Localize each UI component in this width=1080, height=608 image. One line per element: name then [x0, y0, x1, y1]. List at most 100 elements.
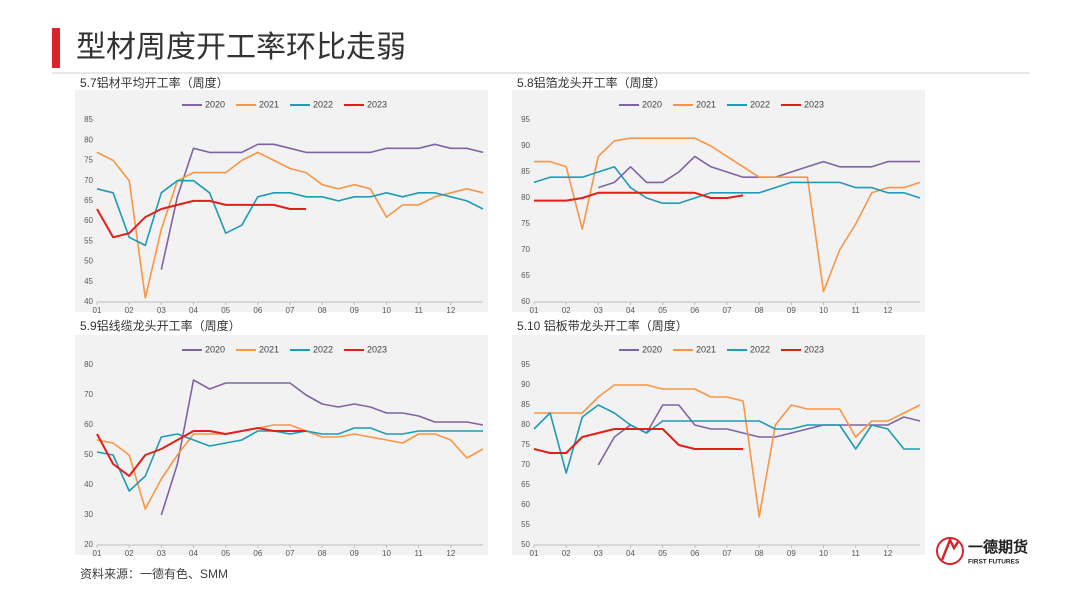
x-tick-label: 03: [157, 549, 166, 558]
y-tick-label: 95: [521, 360, 530, 369]
y-tick-label: 90: [521, 380, 530, 389]
series-line: [534, 191, 744, 202]
chart-panel: 5.9铝线缆龙头开工率（周度） 20 30 40 50 60 70 80 01 02 03 04 05 0…: [75, 318, 488, 558]
x-tick-label: 12: [446, 306, 455, 315]
y-tick-label: 95: [521, 115, 530, 124]
x-tick-label: 01: [93, 549, 102, 558]
panel-background: [75, 335, 488, 555]
x-tick-label: 04: [626, 306, 635, 315]
chart-title: 5.9铝线缆龙头开工率（周度）: [80, 318, 241, 333]
legend-label: 2020: [205, 99, 225, 109]
y-tick-label: 85: [521, 167, 530, 176]
x-tick-label: 11: [852, 549, 861, 558]
legend-label: 2023: [804, 99, 824, 109]
x-tick-label: 08: [318, 549, 327, 558]
y-tick-label: 85: [521, 400, 530, 409]
y-tick-label: 20: [84, 540, 93, 549]
series-line: [96, 424, 484, 510]
legend-label: 2021: [696, 99, 716, 109]
x-tick-label: 02: [125, 306, 134, 315]
chart-title: 5.7铝材平均开工率（周度）: [80, 75, 229, 90]
y-tick-label: 65: [84, 196, 93, 205]
panel-background: [512, 90, 925, 312]
legend-label: 2023: [804, 344, 824, 354]
x-tick-label: 10: [819, 549, 828, 558]
x-tick-label: 07: [286, 306, 295, 315]
x-tick-label: 08: [318, 306, 327, 315]
x-tick-label: 01: [530, 549, 539, 558]
chart-panel: 5.7铝材平均开工率（周度） 40 45 50 55 60 65 70 75 80 85 01 02 03…: [75, 75, 488, 315]
x-tick-label: 05: [221, 549, 230, 558]
panel-background: [512, 335, 925, 555]
x-tick-label: 11: [415, 549, 424, 558]
panel-background: [75, 90, 488, 312]
y-tick-label: 60: [521, 297, 530, 306]
title-accent: [52, 28, 60, 68]
series-line: [597, 404, 921, 466]
series-line: [96, 427, 307, 477]
y-tick-label: 50: [84, 257, 93, 266]
logo-tagline: FIRST FUTURES: [968, 559, 1020, 566]
y-tick-label: 45: [84, 277, 93, 286]
x-tick-label: 03: [594, 306, 603, 315]
y-tick-label: 75: [84, 156, 93, 165]
y-tick-label: 40: [84, 297, 93, 306]
series-line: [533, 404, 920, 474]
x-tick-label: 12: [883, 549, 892, 558]
y-tick-label: 70: [84, 176, 93, 185]
x-tick-label: 02: [562, 549, 571, 558]
x-tick-label: 09: [787, 549, 796, 558]
chart-panel: 5.10 铝板带龙头开工率（周度） 50 55 60 65 70 75 80 85 90 95 01 0…: [512, 318, 925, 558]
x-tick-label: 06: [690, 549, 699, 558]
series-line: [160, 143, 484, 270]
y-tick-label: 65: [521, 480, 530, 489]
series-line: [96, 199, 307, 239]
x-tick-label: 10: [819, 306, 828, 315]
x-tick-label: 06: [690, 306, 699, 315]
slide-title: 型材周度开工率环比走弱: [76, 31, 406, 64]
x-tick-label: 01: [93, 306, 102, 315]
x-tick-label: 11: [415, 306, 424, 315]
x-tick-label: 04: [189, 549, 198, 558]
legend-label: 2022: [313, 344, 333, 354]
logo-name: 一德期货: [968, 538, 1028, 556]
x-tick-label: 04: [626, 549, 635, 558]
x-tick-label: 07: [723, 549, 732, 558]
legend-label: 2020: [205, 344, 225, 354]
series-line: [160, 379, 484, 516]
x-tick-label: 06: [253, 306, 262, 315]
x-tick-label: 07: [723, 306, 732, 315]
x-tick-label: 07: [286, 549, 295, 558]
y-tick-label: 70: [521, 245, 530, 254]
logo-mark: [940, 536, 960, 561]
series-line: [96, 179, 484, 247]
y-tick-label: 75: [521, 440, 530, 449]
x-tick-label: 05: [221, 306, 230, 315]
y-tick-label: 65: [521, 271, 530, 280]
legend-label: 2022: [750, 344, 770, 354]
y-tick-label: 80: [521, 420, 530, 429]
legend-label: 2021: [696, 344, 716, 354]
x-tick-label: 12: [446, 549, 455, 558]
x-tick-label: 11: [852, 306, 861, 315]
legend-label: 2020: [642, 99, 662, 109]
y-tick-label: 80: [84, 135, 93, 144]
x-tick-label: 08: [755, 306, 764, 315]
x-tick-label: 09: [350, 549, 359, 558]
x-tick-label: 03: [157, 306, 166, 315]
x-tick-label: 04: [189, 306, 198, 315]
x-tick-label: 09: [787, 306, 796, 315]
chart-title: 5.8铝箔龙头开工率（周度）: [517, 75, 666, 90]
charts: 5.7铝材平均开工率（周度） 40 45 50 55 60 65 70 75 80 85 01 02 03…: [75, 75, 925, 558]
series-line: [533, 166, 921, 204]
source-note: 资料来源：一德有色、SMM: [80, 566, 228, 581]
legend-label: 2023: [367, 344, 387, 354]
y-tick-label: 60: [84, 216, 93, 225]
x-tick-label: 02: [562, 306, 571, 315]
legend-label: 2020: [642, 344, 662, 354]
x-tick-label: 02: [125, 549, 134, 558]
series-line: [96, 151, 484, 299]
x-tick-label: 08: [755, 549, 764, 558]
legend-label: 2022: [750, 99, 770, 109]
